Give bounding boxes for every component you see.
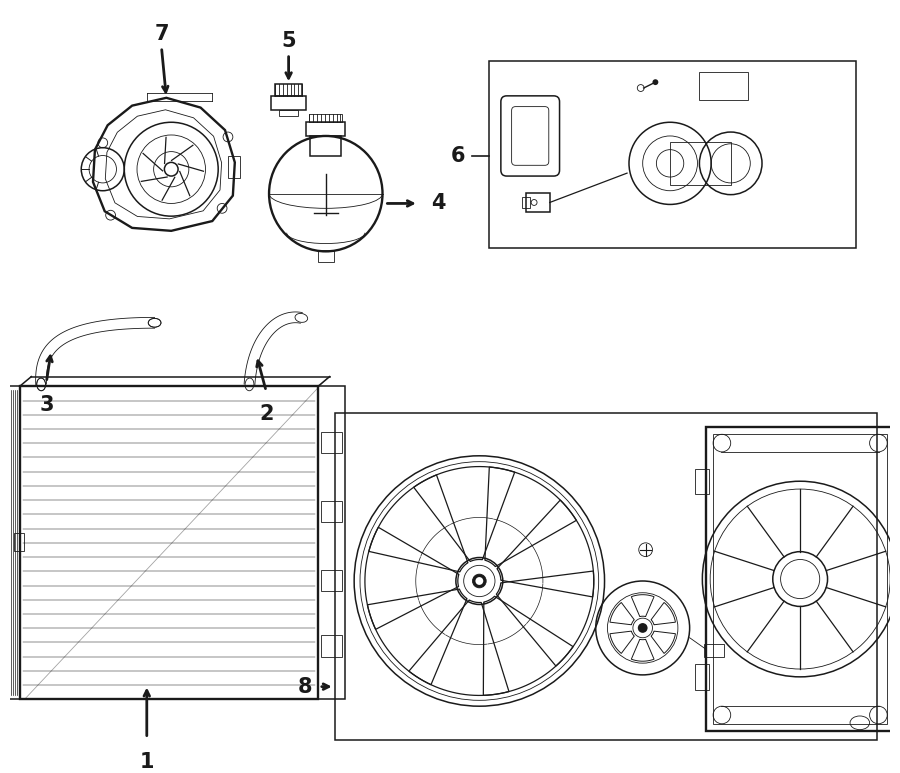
Bar xyxy=(306,122,346,136)
Bar xyxy=(526,192,550,213)
Bar xyxy=(228,156,239,178)
Bar xyxy=(695,664,709,690)
Bar xyxy=(670,141,731,185)
Text: 8: 8 xyxy=(298,676,312,696)
Bar xyxy=(522,196,530,209)
Bar xyxy=(274,84,302,96)
Circle shape xyxy=(475,577,483,585)
Bar xyxy=(321,635,342,657)
Circle shape xyxy=(652,79,658,85)
Bar xyxy=(699,73,748,100)
Bar xyxy=(271,96,306,110)
Text: 3: 3 xyxy=(39,395,54,415)
Bar xyxy=(891,468,900,494)
Bar xyxy=(706,427,894,730)
Bar xyxy=(20,386,318,700)
Circle shape xyxy=(638,623,648,633)
Bar xyxy=(310,114,342,122)
Bar xyxy=(705,644,724,657)
Text: 5: 5 xyxy=(282,31,296,51)
Text: 7: 7 xyxy=(154,24,168,44)
Circle shape xyxy=(472,574,486,587)
Text: 1: 1 xyxy=(140,752,154,772)
Bar xyxy=(14,533,23,551)
Text: 6: 6 xyxy=(451,145,465,165)
Bar xyxy=(335,413,878,741)
Bar xyxy=(321,432,342,454)
Bar xyxy=(713,434,887,724)
Text: 2: 2 xyxy=(259,404,274,424)
Bar xyxy=(310,136,341,155)
Bar xyxy=(279,110,299,117)
Bar xyxy=(318,386,346,700)
Bar xyxy=(318,250,334,262)
Text: 4: 4 xyxy=(431,193,446,213)
Bar xyxy=(695,468,709,494)
Bar xyxy=(489,60,856,248)
Bar xyxy=(891,664,900,690)
Bar xyxy=(321,501,342,523)
Bar xyxy=(2,386,20,700)
Bar xyxy=(321,570,342,591)
